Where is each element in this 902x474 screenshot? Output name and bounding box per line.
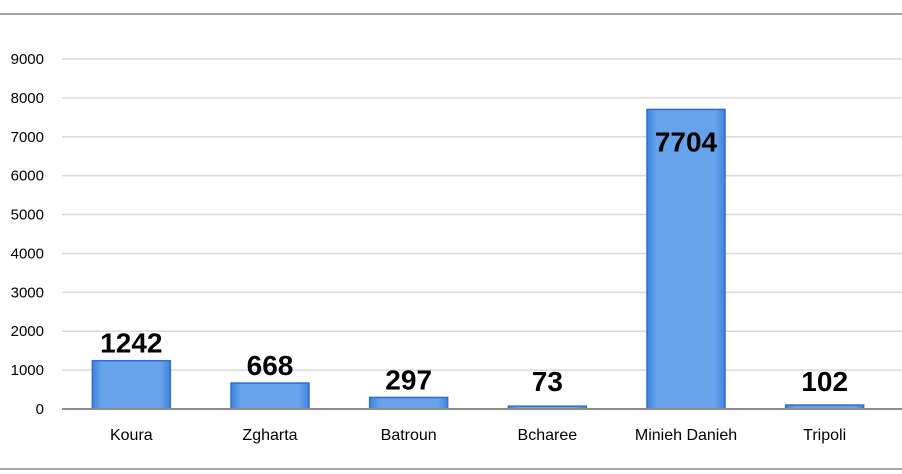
bar [368,396,449,410]
x-tick-label: Koura [110,427,153,444]
bar [91,359,172,410]
y-tick-label: 2000 [11,323,44,340]
y-tick-label: 3000 [11,284,44,301]
x-tick-label: Minieh Danieh [635,427,737,444]
data-label: 297 [385,364,432,395]
x-axis-labels: Koura Zgharta Batroun Bcharee Minieh Danieh T… [110,427,846,444]
gridlines [62,58,902,371]
data-label: 668 [247,350,294,381]
y-axis-ticks: 0 1000 2000 3000 4000 5000 6000 7000 8000 9000 [11,51,44,418]
bar [646,108,726,410]
data-labels: 1242 668 297 73 7704 102 [100,126,848,397]
y-tick-label: 9000 [11,51,44,68]
y-tick-label: 1000 [11,362,44,379]
x-tick-label: Bcharee [518,427,578,444]
data-label: 7704 [655,126,718,157]
data-label: 102 [801,366,848,397]
y-tick-label: 6000 [11,168,44,185]
y-tick-label: 0 [36,401,44,418]
y-tick-label: 4000 [11,245,44,262]
x-tick-label: Batroun [381,427,437,444]
y-tick-label: 5000 [11,207,44,224]
bars [91,108,865,410]
y-tick-label: 8000 [11,90,44,107]
x-tick-label: Zgharta [242,427,297,444]
bar [230,382,310,410]
y-tick-label: 7000 [11,129,44,146]
data-label: 73 [532,366,563,397]
x-tick-label: Tripoli [803,427,846,444]
data-label: 1242 [100,328,162,359]
